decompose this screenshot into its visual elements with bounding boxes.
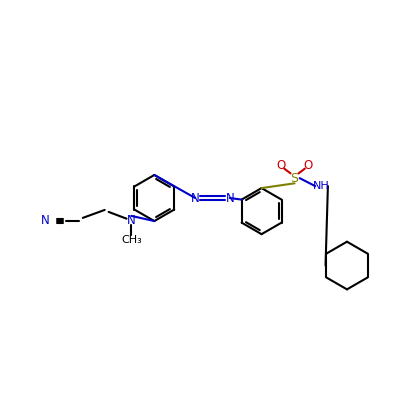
Text: N: N <box>41 214 50 227</box>
Text: O: O <box>303 159 312 172</box>
Text: CH₃: CH₃ <box>121 235 142 245</box>
Text: S: S <box>290 172 298 185</box>
Text: O: O <box>277 159 286 172</box>
Text: N: N <box>191 192 200 204</box>
Text: NH: NH <box>313 181 330 191</box>
Text: N: N <box>226 192 234 204</box>
Text: N: N <box>127 214 136 227</box>
